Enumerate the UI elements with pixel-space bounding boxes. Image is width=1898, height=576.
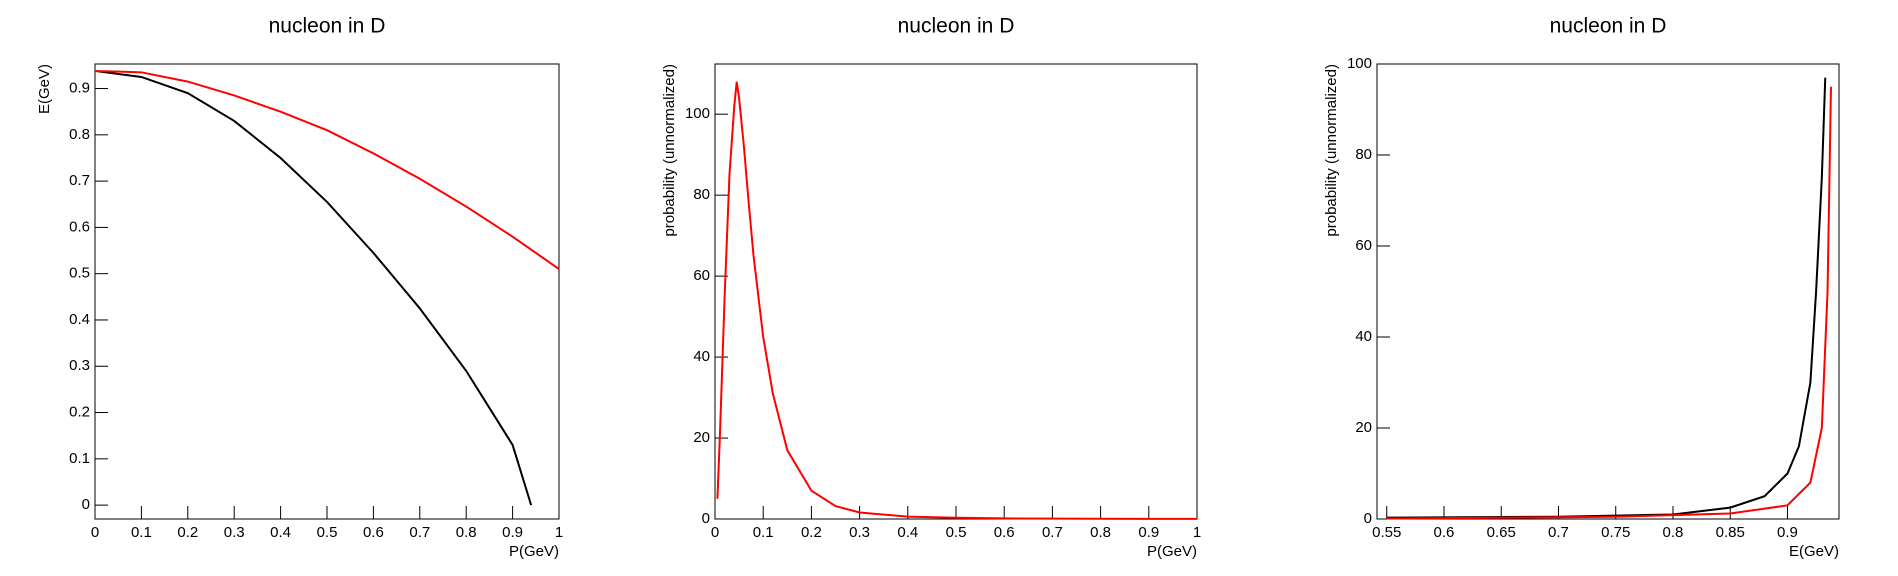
chart-title: nucleon in D [1550, 15, 1667, 38]
x-tick-label: 0 [711, 524, 719, 541]
x-tick-label: 0.8 [1663, 524, 1684, 541]
x-tick-label: 0.6 [1434, 524, 1455, 541]
x-tick-label: 0.9 [1138, 524, 1159, 541]
y-tick-label: 0.7 [69, 172, 90, 189]
x-tick-label: 0.1 [131, 524, 152, 541]
chart-panel: nucleon in D 0 0.1 0.2 0.3 0.4 0.5 0.6 0.7 0.8 0.9… [661, 15, 1201, 560]
data-line [1386, 77, 1827, 519]
chart-panel: nucleon in D 0.55 0.6 0.65 0.7 0.75 0.8 0.85 0.9… [1323, 15, 1840, 560]
data-line [94, 69, 533, 506]
x-tick-label: 0.7 [1042, 524, 1063, 541]
x-tick-label: 0.6 [994, 524, 1015, 541]
y-axis-label: probability (unnormalized) [661, 64, 678, 237]
y-tick-label: 80 [1355, 146, 1372, 163]
y-tick-label: 40 [1355, 328, 1372, 345]
x-tick-label: 0.7 [409, 524, 430, 541]
x-tick-label: 0.1 [753, 524, 774, 541]
y-tick-label: 0 [702, 510, 710, 527]
chart-title: nucleon in D [269, 15, 386, 38]
y-tick-label: 20 [693, 429, 710, 446]
y-tick-label: 0.9 [69, 80, 90, 97]
y-tick-label: 0.5 [69, 265, 90, 282]
x-axis-label: E(GeV) [1789, 543, 1839, 560]
y-tick-label: 0 [82, 496, 90, 513]
x-tick-label: 0.9 [1777, 524, 1798, 541]
y-tick-label: 0.4 [69, 311, 90, 328]
x-tick-label: 0.65 [1487, 524, 1516, 541]
x-tick-label: 0.4 [897, 524, 918, 541]
x-tick-label: 0.5 [946, 524, 967, 541]
plot-frame [94, 63, 560, 520]
x-axis-label: P(GeV) [1147, 543, 1197, 560]
x-tick-label: 0.8 [456, 524, 477, 541]
x-tick-label: 0 [91, 524, 99, 541]
y-tick-label: 0.2 [69, 404, 90, 421]
x-axis-label: P(GeV) [509, 543, 559, 560]
plot-frame [1376, 63, 1840, 520]
y-tick-label: 0.6 [69, 218, 90, 235]
x-tick-label: 0.2 [801, 524, 822, 541]
y-tick-label: 60 [1355, 237, 1372, 254]
y-axis-label: E(GeV) [36, 64, 53, 114]
data-line [1386, 86, 1832, 520]
y-tick-label: 80 [693, 186, 710, 203]
x-tick-label: 0.5 [317, 524, 338, 541]
chart-title: nucleon in D [898, 15, 1015, 38]
x-tick-label: 0.2 [177, 524, 198, 541]
y-tick-label: 20 [1355, 419, 1372, 436]
x-tick-label: 0.3 [224, 524, 245, 541]
x-tick-label: 0.85 [1716, 524, 1745, 541]
chart-panel: nucleon in D 0 0.1 0.2 0.3 0.4 0.5 0.6 0.7 0.8 0.9… [36, 15, 563, 560]
x-tick-label: 0.8 [1090, 524, 1111, 541]
x-tick-label: 1 [1193, 524, 1201, 541]
x-tick-label: 0.7 [1548, 524, 1569, 541]
y-tick-label: 0.3 [69, 357, 90, 374]
y-tick-label: 100 [1347, 55, 1372, 72]
x-tick-label: 0.55 [1372, 524, 1401, 541]
x-tick-label: 1 [555, 524, 563, 541]
y-tick-label: 0.8 [69, 126, 90, 143]
x-tick-label: 0.4 [270, 524, 291, 541]
data-line [94, 69, 560, 270]
y-tick-label: 0.1 [69, 450, 90, 467]
data-line [716, 81, 1198, 520]
x-tick-label: 0.75 [1601, 524, 1630, 541]
y-axis-label: probability (unnormalized) [1323, 64, 1340, 237]
x-tick-label: 0.3 [849, 524, 870, 541]
y-tick-label: 60 [693, 267, 710, 284]
y-tick-label: 40 [693, 348, 710, 365]
x-tick-label: 0.6 [363, 524, 384, 541]
y-tick-label: 0 [1364, 510, 1372, 527]
y-tick-label: 100 [685, 105, 710, 122]
x-tick-label: 0.9 [502, 524, 523, 541]
